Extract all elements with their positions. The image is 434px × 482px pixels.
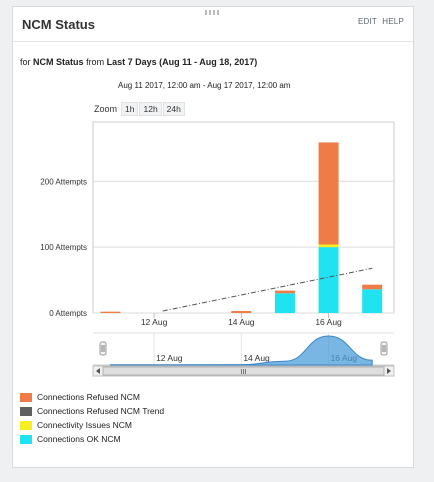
navigator-area xyxy=(109,335,373,366)
bar-segment xyxy=(362,284,383,290)
x-tick-label: 14 Aug xyxy=(228,317,255,327)
legend-item-connectivity-issues[interactable]: Connectivity Issues NCM xyxy=(20,418,164,432)
edit-link[interactable]: EDIT xyxy=(357,17,377,26)
navigator-tick-label: 12 Aug xyxy=(156,353,183,363)
plot-border xyxy=(92,121,395,314)
ncm-status-panel: NCM Status EDIT HELP xyxy=(12,6,414,468)
legend-label: Connections Refused NCM xyxy=(37,391,140,402)
y-tick-label: 0 Attempts xyxy=(49,309,87,318)
zoom-label: Zoom xyxy=(94,104,118,114)
y-tick-label: 100 Attempts xyxy=(40,243,87,252)
legend-swatch xyxy=(20,420,32,430)
zoom-12h-button[interactable]: 12h xyxy=(139,102,162,116)
scroll-left-arrow-icon[interactable] xyxy=(96,368,100,374)
subtitle-period: Last 7 Days (Aug 11 - Aug 18, 2017) xyxy=(106,57,258,67)
navigator-tick-label: 14 Aug xyxy=(243,353,270,363)
subtitle-from: from xyxy=(86,57,105,67)
legend-swatch xyxy=(20,406,32,416)
bar-segment xyxy=(318,247,339,313)
y-axis-labels: 0 Attempts 100 Attempts 200 Attempts xyxy=(40,177,87,318)
zoom-24h-button[interactable]: 24h xyxy=(162,102,185,116)
legend-item-connections-ok[interactable]: Connections OK NCM xyxy=(20,432,164,446)
panel-header: NCM Status EDIT HELP xyxy=(13,7,413,42)
x-axis: 12 Aug 14 Aug 16 Aug xyxy=(141,313,342,327)
grid-lines xyxy=(92,121,395,314)
chart-legend: Connections Refused NCM Connections Refu… xyxy=(20,390,164,446)
header-links: EDIT HELP xyxy=(355,17,404,26)
scroll-right-arrow-icon[interactable] xyxy=(387,368,391,374)
zoom-controls: Zoom 1h 12h 24h xyxy=(94,102,186,116)
date-range-label: Aug 11 2017, 12:00 am - Aug 17 2017, 12:… xyxy=(118,81,291,90)
bar-segment xyxy=(274,293,295,313)
bar-segment xyxy=(318,244,339,248)
bar-segment xyxy=(100,311,121,313)
chart-subtitle: for NCM Status from Last 7 Days (Aug 11 … xyxy=(20,57,257,67)
drag-handle-icon[interactable] xyxy=(205,10,221,15)
subtitle-prefix: for xyxy=(20,57,31,67)
legend-label: Connections Refused NCM Trend xyxy=(37,405,165,416)
scrollbar-grip-icon: III xyxy=(241,369,247,376)
legend-label: Connections OK NCM xyxy=(37,433,121,444)
y-tick-label: 200 Attempts xyxy=(40,177,87,186)
legend-item-connections-refused-trend[interactable]: Connections Refused NCM Trend xyxy=(20,404,164,418)
trend-line-path xyxy=(162,267,373,312)
help-link[interactable]: HELP xyxy=(382,17,404,26)
legend-label: Connectivity Issues NCM xyxy=(37,419,132,430)
bar-segment xyxy=(318,142,339,245)
x-tick-label: 16 Aug xyxy=(315,317,342,327)
bar-segment xyxy=(231,311,252,313)
navigator-handle-left[interactable] xyxy=(99,341,107,356)
x-tick-label: 12 Aug xyxy=(141,317,168,327)
legend-swatch xyxy=(20,392,32,402)
legend-item-connections-refused[interactable]: Connections Refused NCM xyxy=(20,390,164,404)
panel-title: NCM Status xyxy=(22,17,95,32)
scrollbar-thumb[interactable] xyxy=(102,366,385,376)
zoom-1h-button[interactable]: 1h xyxy=(121,102,139,116)
legend-swatch xyxy=(20,434,32,444)
bar-segment xyxy=(274,290,295,294)
trend-line xyxy=(162,267,373,312)
navigator-handle-right[interactable] xyxy=(380,341,388,356)
bar-segment xyxy=(362,289,383,313)
bars xyxy=(100,142,383,313)
subtitle-resource: NCM Status xyxy=(33,57,84,67)
